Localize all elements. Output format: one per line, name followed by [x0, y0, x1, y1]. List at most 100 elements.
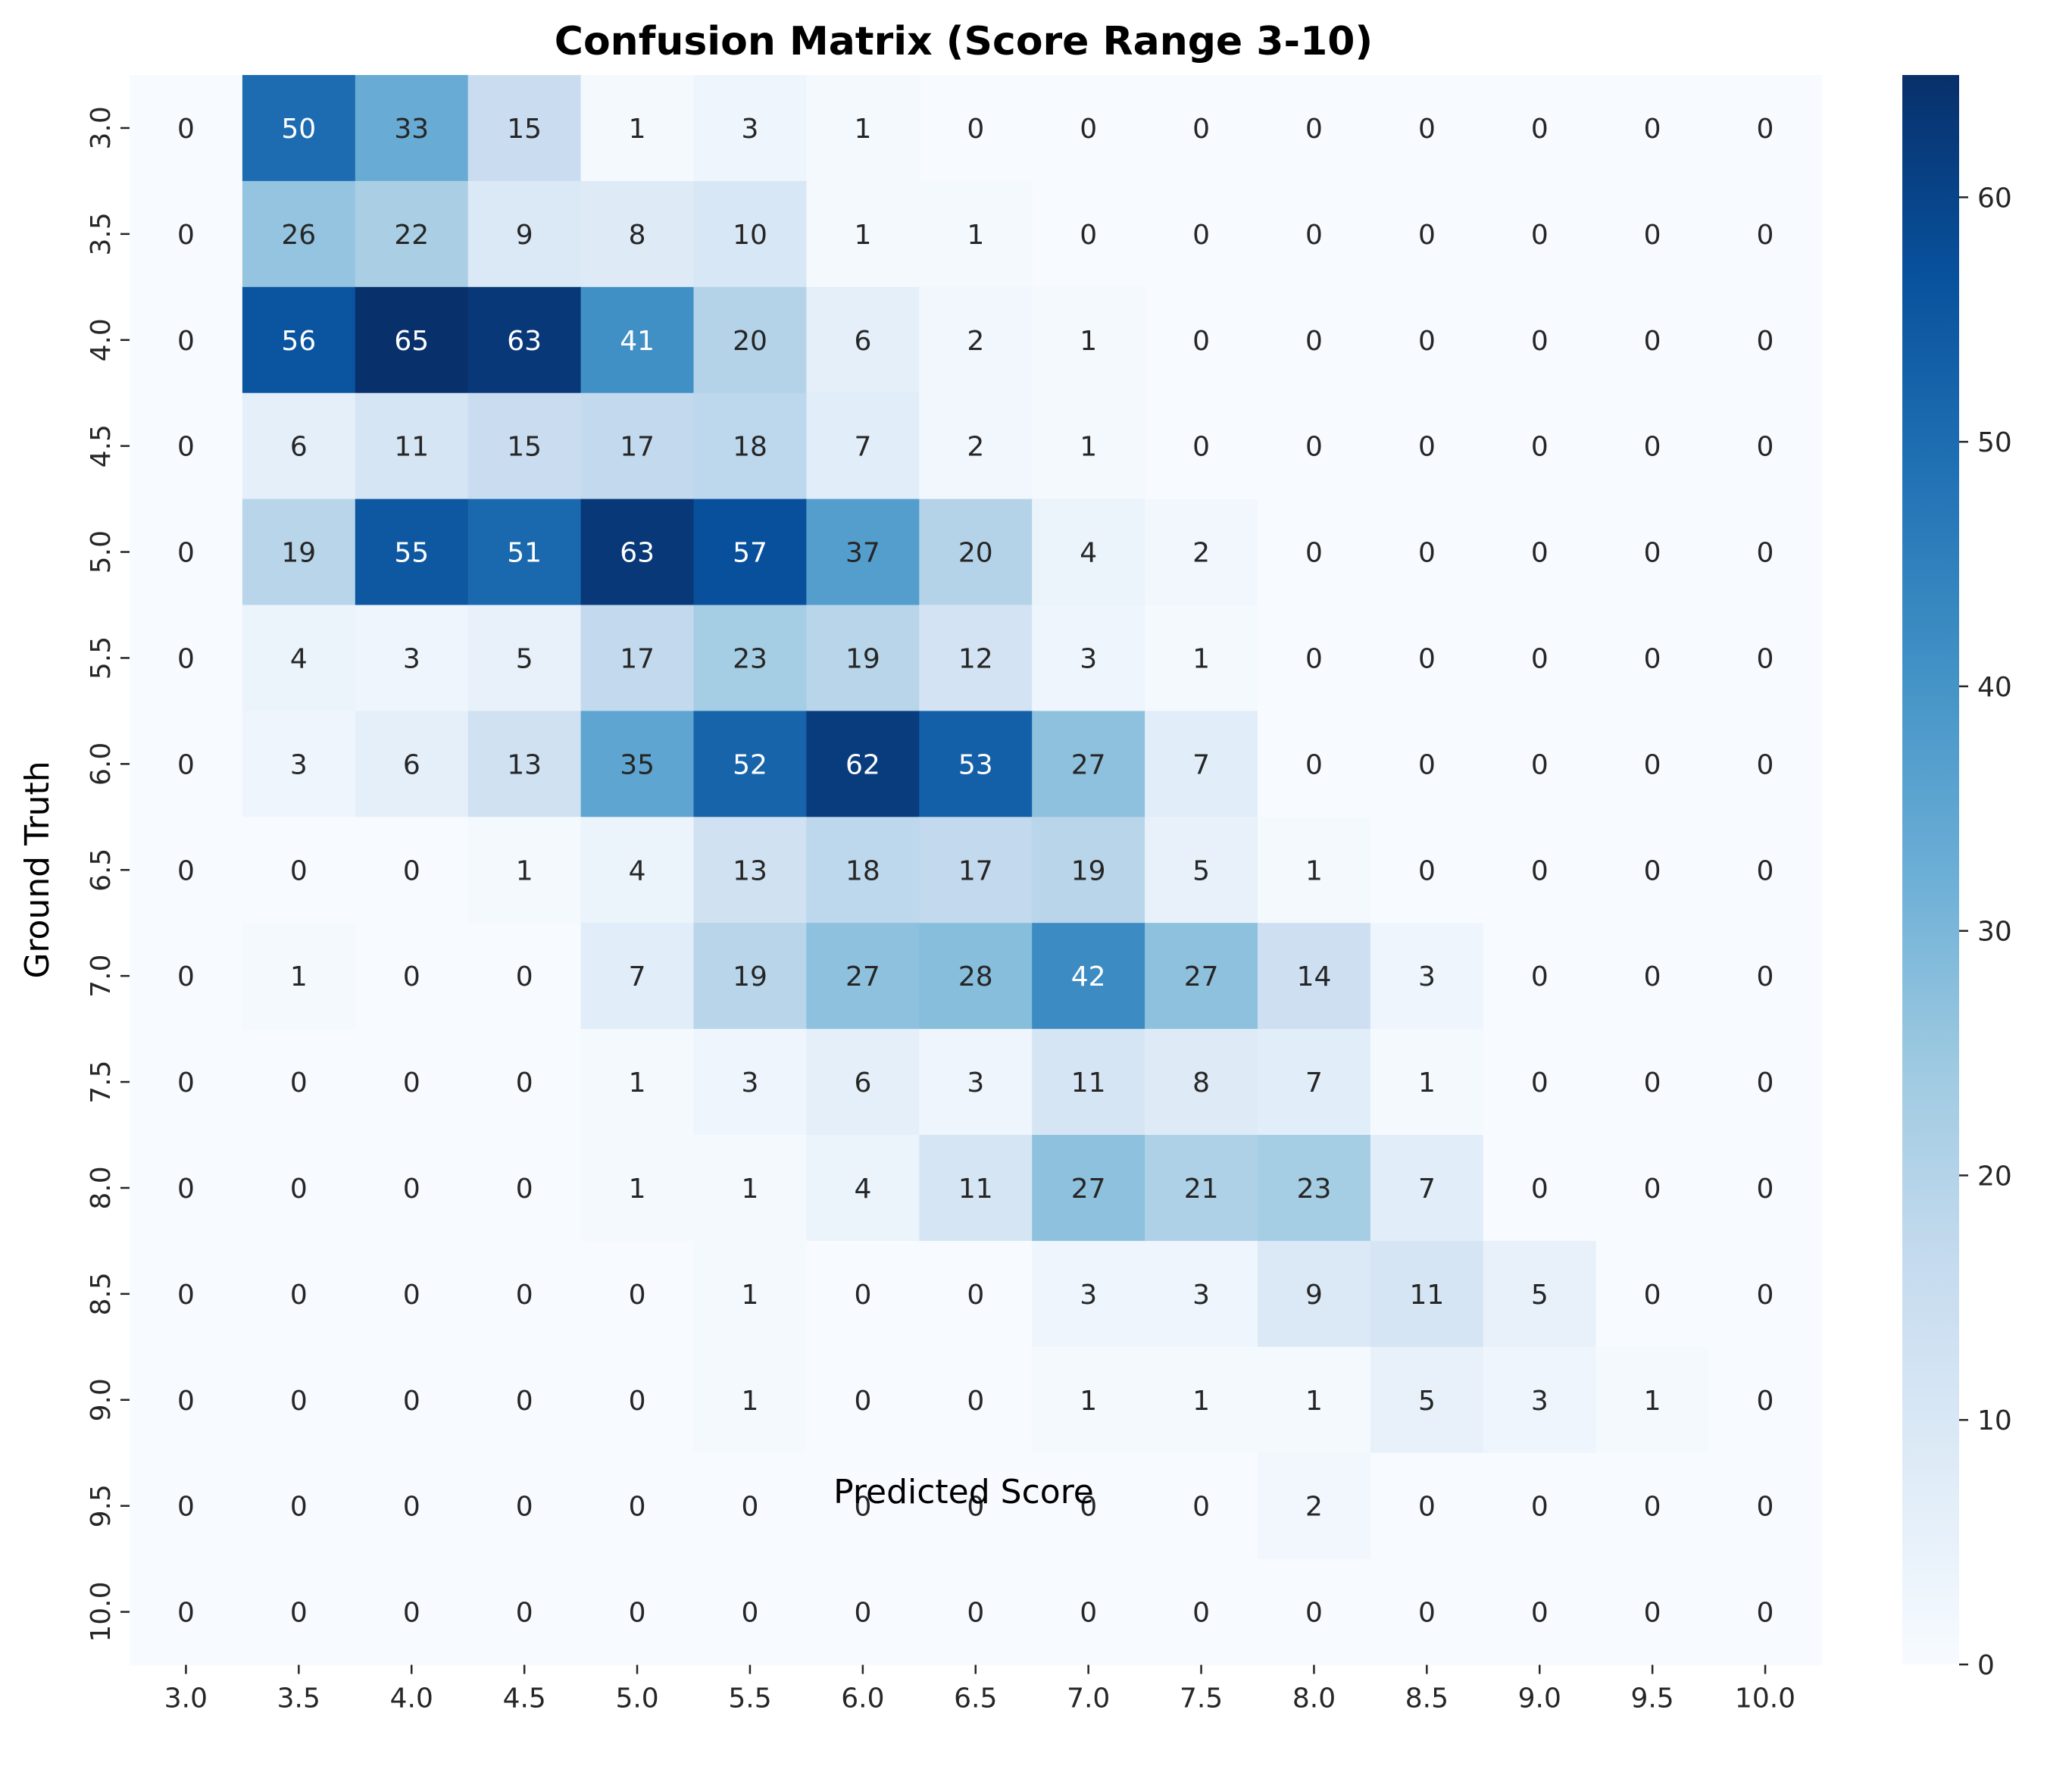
- cell-value-label: 0: [1418, 114, 1436, 145]
- heatmap-cell: [1483, 923, 1597, 1030]
- heatmap-cell: [806, 499, 920, 606]
- cell-value-label: 0: [629, 1598, 646, 1629]
- cell-value-label: 0: [177, 1598, 195, 1629]
- heatmap-cell: [355, 180, 469, 288]
- heatmap-cell: [1708, 923, 1823, 1030]
- heatmap-cell: [580, 1240, 695, 1348]
- heatmap-cell: [580, 75, 695, 182]
- cell-value-label: 0: [1644, 644, 1661, 675]
- heatmap-cell: [1032, 499, 1145, 606]
- cell-value-label: 0: [290, 1492, 308, 1523]
- heatmap-cell: [355, 75, 469, 182]
- heatmap-cell: [1032, 923, 1145, 1030]
- cell-value-label: 3: [1531, 1386, 1549, 1417]
- heatmap-cell: [1595, 817, 1710, 924]
- y-tick-label: 5.0: [86, 530, 117, 574]
- heatmap-cell: [242, 923, 356, 1030]
- heatmap-cell: [1145, 1452, 1258, 1560]
- cell-value-label: 22: [394, 220, 429, 251]
- cell-value-label: 5: [1531, 1280, 1549, 1311]
- cell-value-label: 17: [620, 432, 655, 463]
- heatmap-cell: [1483, 1452, 1597, 1560]
- cell-value-label: 4: [854, 1174, 871, 1205]
- heatmap-cell: [1370, 817, 1484, 924]
- cell-value-label: 0: [403, 1598, 420, 1629]
- cell-value-label: 0: [1080, 1598, 1097, 1629]
- cell-value-label: 21: [1184, 1174, 1219, 1205]
- heatmap-cell: [467, 923, 582, 1030]
- heatmap-cell: [806, 75, 920, 182]
- heatmap-cell: [580, 1558, 695, 1666]
- cell-value-label: 0: [1305, 538, 1323, 569]
- cell-value-label: 5: [1192, 855, 1210, 886]
- heatmap-cell: [1595, 1135, 1710, 1242]
- cell-value-label: 12: [958, 644, 993, 675]
- heatmap-cell: [355, 711, 469, 817]
- cell-value-label: 0: [1418, 538, 1436, 569]
- heatmap-cell: [1145, 923, 1258, 1030]
- heatmap-cell: [1483, 1029, 1597, 1136]
- heatmap-cell: [580, 1452, 695, 1560]
- cell-value-label: 0: [516, 1174, 533, 1205]
- heatmap-cell: [806, 1240, 920, 1348]
- heatmap-cell: [1032, 392, 1145, 500]
- cell-value-label: 0: [403, 1067, 420, 1099]
- cell-value-label: 0: [290, 855, 308, 886]
- cell-value-label: 0: [1644, 749, 1661, 780]
- heatmap-cell: [1258, 499, 1371, 606]
- colorbar-tick-label: 10: [1977, 1405, 2012, 1436]
- cell-value-label: 0: [177, 114, 195, 145]
- heatmap-cell: [130, 817, 243, 924]
- y-tick-label: 3.0: [86, 106, 117, 149]
- cell-value-label: 0: [403, 961, 420, 992]
- heatmap-cell: [130, 711, 243, 817]
- heatmap-cell: [467, 711, 582, 817]
- heatmap-cell: [1032, 1135, 1145, 1242]
- cell-value-label: 0: [1531, 961, 1549, 992]
- cell-value-label: 4: [629, 855, 646, 886]
- cell-value-label: 27: [1071, 1174, 1106, 1205]
- heatmap-cell: [1483, 392, 1597, 500]
- cell-value-label: 0: [290, 1174, 308, 1205]
- heatmap-cell: [242, 711, 356, 817]
- heatmap-cell: [580, 1346, 695, 1454]
- heatmap-cell: [806, 392, 920, 500]
- heatmap-cell: [1032, 711, 1145, 817]
- colorbar: [1902, 75, 1959, 1664]
- heatmap-cell: [1708, 1135, 1823, 1242]
- heatmap-cell: [580, 711, 695, 817]
- cell-value-label: 0: [1531, 1067, 1549, 1099]
- cell-value-label: 0: [854, 1598, 871, 1629]
- heatmap-cell: [919, 923, 1033, 1030]
- cell-value-label: 3: [742, 1067, 759, 1099]
- colorbar-tick-label: 30: [1977, 917, 2012, 948]
- heatmap-cell: [806, 923, 920, 1030]
- x-tick-label: 5.0: [615, 1683, 658, 1714]
- heatmap-cell: [355, 1452, 469, 1560]
- cell-value-label: 0: [1305, 644, 1323, 675]
- heatmap-cell: [1708, 499, 1823, 606]
- heatmap-cell: [806, 1346, 920, 1454]
- cell-value-label: 0: [1418, 220, 1436, 251]
- heatmap-cell: [1708, 286, 1823, 394]
- heatmap-cell: [1483, 711, 1597, 817]
- heatmap-cell: [1258, 923, 1371, 1030]
- cell-value-label: 0: [1192, 1492, 1210, 1523]
- heatmap-cell: [693, 392, 807, 500]
- heatmap-cell: [1483, 1558, 1597, 1666]
- cell-value-label: 19: [281, 538, 316, 569]
- heatmap-cell: [1258, 286, 1371, 394]
- heatmap-cell: [355, 1240, 469, 1348]
- colorbar-tick-label: 60: [1977, 183, 2012, 214]
- cell-value-label: 3: [1080, 644, 1097, 675]
- heatmap-cell: [1595, 286, 1710, 394]
- heatmap-cell: [130, 1346, 243, 1454]
- heatmap-cell: [1595, 711, 1710, 817]
- heatmap-cell: [693, 605, 807, 711]
- cell-value-label: 0: [1757, 326, 1774, 357]
- cell-value-label: 18: [733, 432, 767, 463]
- x-tick-label: 3.5: [277, 1683, 320, 1714]
- cell-value-label: 56: [281, 326, 316, 357]
- heatmap-cell: [806, 605, 920, 711]
- heatmap-cell: [919, 75, 1033, 182]
